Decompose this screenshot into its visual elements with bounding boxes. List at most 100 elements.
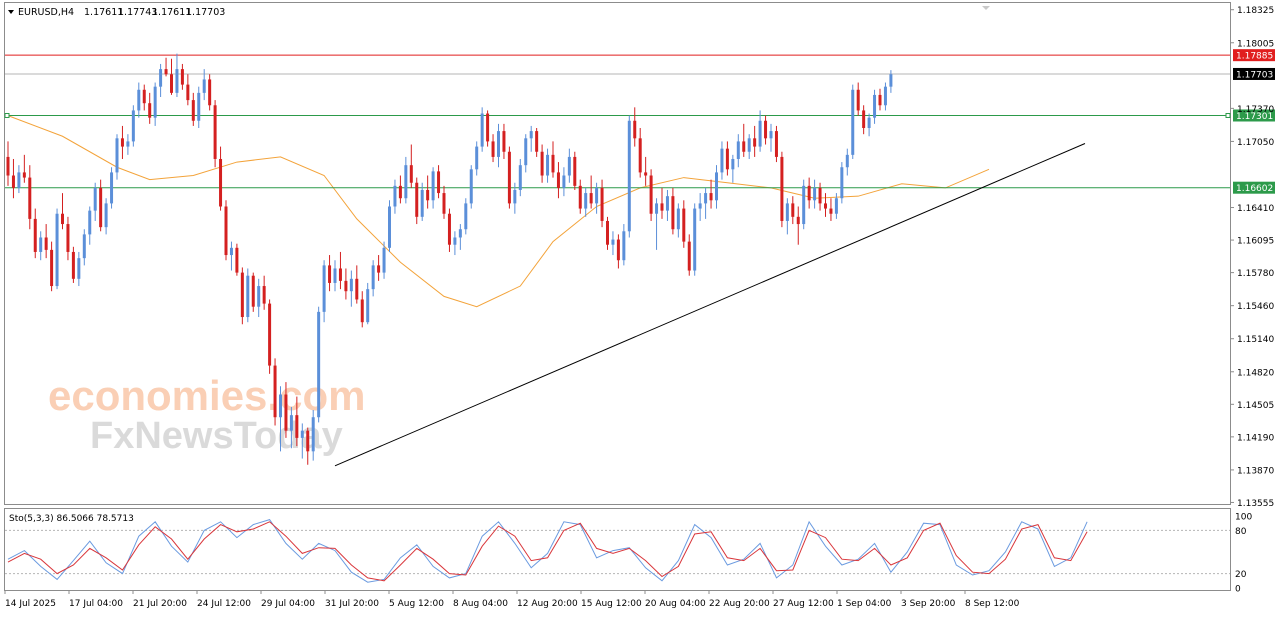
time-tick-label: 29 Jul 04:00 xyxy=(261,599,315,609)
candle-body xyxy=(175,69,179,93)
candle-body xyxy=(480,113,484,147)
candle-body xyxy=(584,193,588,209)
candle-body xyxy=(28,177,32,219)
candle-body xyxy=(388,206,391,248)
high-value: 1.17743 xyxy=(118,7,157,18)
candles-layer xyxy=(6,53,893,465)
support-2-price-tag xyxy=(1233,181,1275,194)
candle-body xyxy=(851,89,855,155)
candle-body xyxy=(6,156,10,176)
candle-body xyxy=(660,203,664,211)
candle-body xyxy=(382,247,386,273)
watermark-sub: FxNewsToday xyxy=(90,415,343,457)
candle-body xyxy=(33,218,37,252)
candle-body xyxy=(77,258,81,279)
candle-body xyxy=(137,89,141,111)
candle-body xyxy=(126,141,130,147)
candle-body xyxy=(115,138,119,173)
time-tick-label: 22 Aug 20:00 xyxy=(709,599,770,609)
candle-body xyxy=(349,278,353,292)
symbol-label: EURUSD,H4 xyxy=(18,7,74,18)
level-anchor-right[interactable] xyxy=(1225,112,1231,118)
watermark-brand: economies.com xyxy=(48,372,365,419)
level-anchor-left[interactable] xyxy=(4,112,10,118)
candle-body xyxy=(687,241,691,271)
candle-body xyxy=(404,165,408,199)
candle-body xyxy=(883,86,887,106)
candle-body xyxy=(873,94,877,118)
candle-body xyxy=(704,193,708,204)
time-tick-label: 8 Aug 04:00 xyxy=(453,599,508,609)
candle-body xyxy=(426,189,430,201)
candle-body xyxy=(240,272,244,318)
candle-body xyxy=(769,131,773,139)
candle-body xyxy=(333,268,337,283)
horizontal-levels-layer: 1.17885 1.17703 1.17301 1.16602 xyxy=(4,49,1275,194)
candle-body xyxy=(159,69,163,87)
candle-body xyxy=(796,216,800,225)
candle-body xyxy=(475,146,479,170)
price-axis: 1.18325 1.18005 1.17370 1.17050 1.16410 1.160… xyxy=(1230,6,1274,509)
scroll-marker-icon[interactable] xyxy=(982,6,990,10)
candle-body xyxy=(834,198,838,214)
support-2-price-label: 1.16602 xyxy=(1236,184,1273,194)
time-tick-label: 1 Sep 04:00 xyxy=(837,599,892,609)
price-tick-label: 1.15460 xyxy=(1237,302,1274,312)
candle-body xyxy=(546,154,550,176)
candle-body xyxy=(71,251,75,279)
time-tick-label: 3 Sep 20:00 xyxy=(901,599,956,609)
candle-body xyxy=(366,289,370,323)
dropdown-triangle-icon[interactable] xyxy=(8,10,14,14)
open-value: 1.17611 xyxy=(84,7,123,18)
candle-body xyxy=(753,138,757,147)
candle-body xyxy=(300,430,304,438)
candle-body xyxy=(289,415,293,431)
candle-body xyxy=(355,278,359,300)
candle-body xyxy=(889,74,893,87)
candle-body xyxy=(622,231,626,261)
price-tick-label: 1.18325 xyxy=(1237,6,1274,16)
resistance-price-label: 1.17885 xyxy=(1236,52,1273,62)
ascending-trendline[interactable] xyxy=(334,143,1086,467)
candle-body xyxy=(306,430,310,452)
candle-body xyxy=(442,193,446,214)
candle-body xyxy=(393,185,397,207)
candle-body xyxy=(61,213,64,225)
time-tick-label: 27 Aug 12:00 xyxy=(773,599,834,609)
candle-body xyxy=(486,113,490,142)
candle-body xyxy=(540,151,544,176)
candle-body xyxy=(807,185,811,201)
candle-body xyxy=(813,187,817,201)
candle-body xyxy=(573,156,577,186)
candle-body xyxy=(229,247,233,256)
candle-body xyxy=(235,247,239,273)
candle-body xyxy=(99,187,103,228)
candle-body xyxy=(322,265,326,312)
candle-body xyxy=(55,213,59,287)
candle-body xyxy=(818,187,822,204)
time-tick-label: 8 Sep 12:00 xyxy=(965,599,1020,609)
price-tick-label: 1.16095 xyxy=(1237,237,1274,247)
candle-body xyxy=(208,79,212,106)
candle-body xyxy=(524,138,528,166)
stoch-main-line xyxy=(7,519,1088,583)
candle-body xyxy=(39,237,43,252)
time-tick-label: 5 Aug 12:00 xyxy=(389,599,444,609)
candle-body xyxy=(224,206,228,256)
candle-body xyxy=(279,394,282,418)
candle-body xyxy=(638,138,642,173)
candle-body xyxy=(878,94,882,106)
candle-body xyxy=(284,394,288,431)
candle-body xyxy=(458,229,462,238)
candle-body xyxy=(409,165,413,183)
candle-body xyxy=(317,311,321,418)
candle-body xyxy=(453,237,457,245)
candle-body xyxy=(780,156,784,221)
candle-body xyxy=(862,110,866,128)
stoch-signal-line xyxy=(7,521,1088,582)
time-tick-label: 20 Aug 04:00 xyxy=(645,599,706,609)
candle-body xyxy=(262,286,266,304)
candle-body xyxy=(17,172,21,188)
price-tick-label: 1.14505 xyxy=(1237,401,1274,411)
